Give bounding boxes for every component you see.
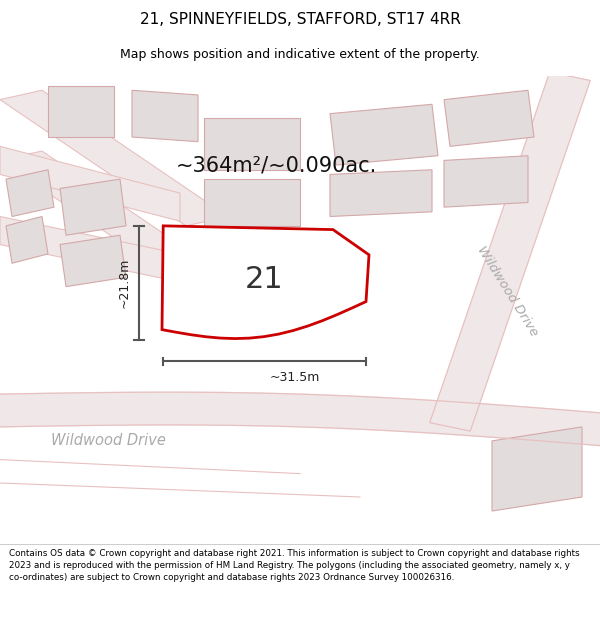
Polygon shape xyxy=(444,90,534,146)
Polygon shape xyxy=(0,90,228,226)
Polygon shape xyxy=(162,226,369,339)
Text: ~364m²/~0.090ac.: ~364m²/~0.090ac. xyxy=(175,155,377,175)
Text: Contains OS data © Crown copyright and database right 2021. This information is : Contains OS data © Crown copyright and d… xyxy=(9,549,580,582)
Polygon shape xyxy=(330,170,432,216)
Text: Map shows position and indicative extent of the property.: Map shows position and indicative extent… xyxy=(120,48,480,61)
Polygon shape xyxy=(0,216,180,282)
Polygon shape xyxy=(0,151,228,287)
Polygon shape xyxy=(60,235,126,287)
Polygon shape xyxy=(132,90,198,142)
Polygon shape xyxy=(6,170,54,216)
Polygon shape xyxy=(430,72,590,431)
Polygon shape xyxy=(204,179,300,226)
Polygon shape xyxy=(0,146,180,221)
Text: ~31.5m: ~31.5m xyxy=(269,371,320,384)
Polygon shape xyxy=(492,427,582,511)
Polygon shape xyxy=(48,86,114,137)
Polygon shape xyxy=(444,156,528,207)
Text: ~21.8m: ~21.8m xyxy=(118,258,131,308)
Text: 21, SPINNEYFIELDS, STAFFORD, ST17 4RR: 21, SPINNEYFIELDS, STAFFORD, ST17 4RR xyxy=(140,11,460,26)
Polygon shape xyxy=(330,104,438,165)
Polygon shape xyxy=(204,118,300,170)
Polygon shape xyxy=(6,216,48,263)
Polygon shape xyxy=(60,179,126,235)
Text: 21: 21 xyxy=(245,265,283,294)
Text: Wildwood Drive: Wildwood Drive xyxy=(50,433,166,448)
Text: Wildwood Drive: Wildwood Drive xyxy=(474,244,540,339)
